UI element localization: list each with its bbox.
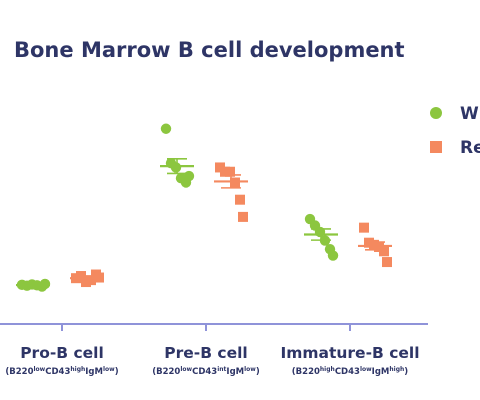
data-point [225,166,235,177]
data-point [183,170,195,182]
category-label: Pro-B cell [20,344,104,362]
data-point [327,250,339,261]
category-sublabel: (B220highCD43lowIgMhigh) [292,366,409,378]
chart-title: Bone Marrow B cell development [14,38,405,62]
data-point [235,194,245,205]
legend-marker [430,141,442,153]
data-point [359,222,369,233]
legend-marker [430,107,442,119]
plot-area: Pro-B cell (B220lowCD43highIgMlow) Pre-B c… [0,123,428,378]
category-sublabel: (B220lowCD43intIgMlow) [152,366,260,378]
category-label: Immature-B cell [280,344,419,362]
data-point [379,246,389,257]
data-point [94,272,104,283]
data-point [314,226,326,238]
data-point [160,123,172,134]
data-point [230,177,240,188]
data-point [170,162,182,173]
data-point [86,275,96,286]
data-point [76,271,86,282]
category-sublabel: (B220lowCD43highIgMlow) [5,366,118,378]
data-point [382,257,392,268]
legend-label: W [460,104,479,124]
data-point [238,211,248,222]
category-label: Pre-B cell [164,344,248,362]
legend: W Re [430,104,480,158]
data-point [39,278,51,290]
legend-label: Re [460,138,480,158]
data-point [319,235,331,246]
